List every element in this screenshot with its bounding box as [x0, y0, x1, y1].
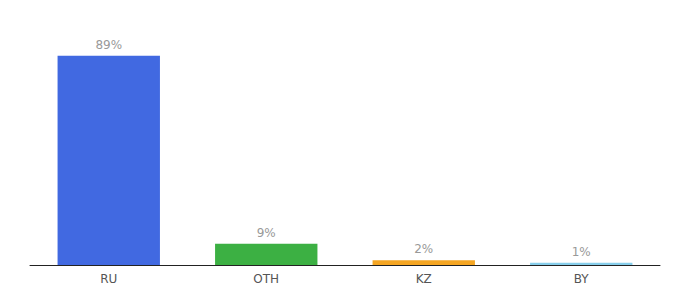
svg-text:RU: RU: [100, 272, 117, 286]
svg-text:89%: 89%: [95, 38, 122, 52]
svg-text:KZ: KZ: [416, 272, 432, 286]
svg-text:OTH: OTH: [253, 272, 279, 286]
svg-text:2%: 2%: [414, 242, 433, 256]
svg-text:1%: 1%: [572, 245, 591, 259]
svg-text:BY: BY: [574, 272, 590, 286]
svg-text:9%: 9%: [257, 226, 276, 240]
